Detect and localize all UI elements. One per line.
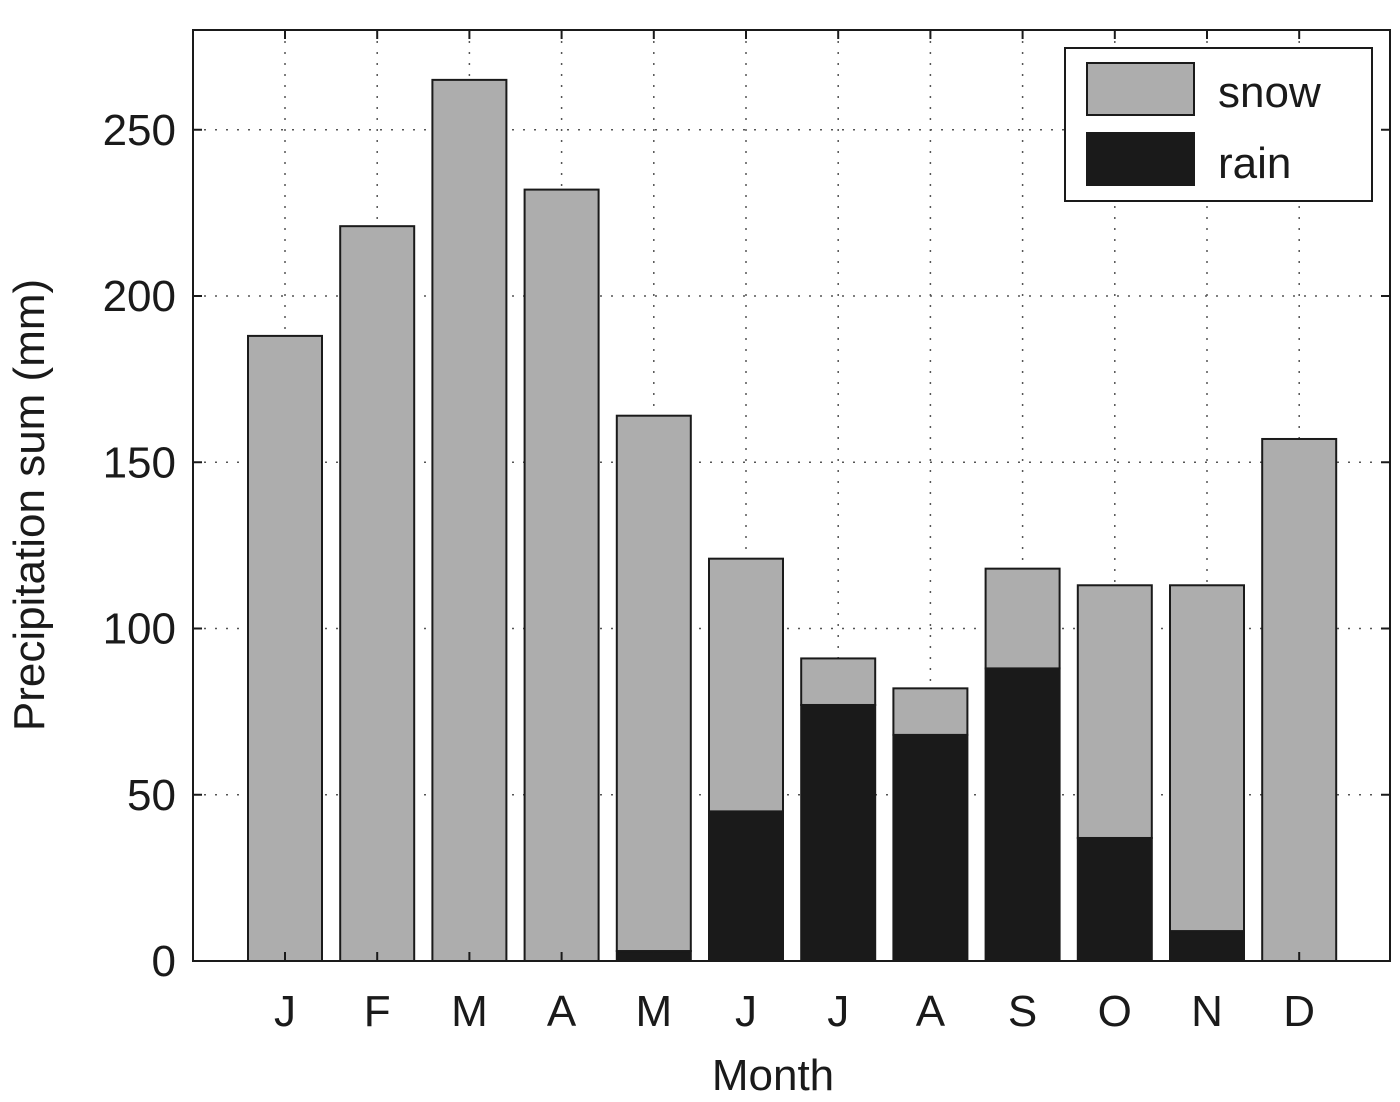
legend: snow rain — [1064, 47, 1373, 202]
bar-snow-1 — [339, 225, 416, 963]
x-tick-label: M — [635, 987, 672, 1036]
y-tick-label: 100 — [103, 605, 176, 654]
x-tick-label: S — [1008, 987, 1037, 1036]
x-tick-label: O — [1098, 987, 1132, 1036]
bar-rain-7 — [892, 733, 969, 963]
bar-snow-6 — [800, 657, 877, 706]
x-tick-label: J — [274, 987, 296, 1036]
x-tick-label: A — [547, 987, 577, 1036]
bar-snow-2 — [431, 78, 508, 962]
y-tick-label: 0 — [152, 937, 176, 986]
x-tick-label: D — [1283, 987, 1315, 1036]
x-tick-label: J — [735, 987, 757, 1036]
bars-group — [247, 78, 1338, 963]
bar-rain-6 — [800, 703, 877, 962]
bar-snow-3 — [523, 188, 600, 963]
bar-snow-4 — [615, 414, 692, 953]
x-tick-label: F — [364, 987, 391, 1036]
legend-swatch-snow — [1086, 62, 1195, 116]
bar-snow-5 — [708, 557, 784, 813]
y-axis-ticks: 0 50 100 150 200 250 — [103, 106, 1390, 986]
y-tick-label: 250 — [103, 106, 176, 155]
y-axis-label: Precipitation sum (mm) — [5, 279, 54, 731]
x-tick-label: N — [1191, 987, 1223, 1036]
legend-swatch-rain — [1086, 132, 1195, 186]
x-tick-label: J — [827, 987, 849, 1036]
y-tick-label: 50 — [127, 771, 176, 820]
plot-frame — [192, 29, 1391, 962]
x-axis-label: Month — [712, 1051, 834, 1100]
legend-label-snow: snow — [1218, 68, 1321, 117]
bar-snow-8 — [984, 567, 1061, 670]
y-tick-label: 200 — [103, 272, 176, 321]
bar-snow-10 — [1169, 584, 1245, 933]
bar-snow-11 — [1261, 437, 1338, 963]
bar-rain-5 — [708, 810, 784, 962]
x-tick-label: M — [451, 987, 488, 1036]
bar-snow-9 — [1076, 584, 1153, 839]
bar-rain-9 — [1076, 836, 1153, 962]
x-tick-label: A — [916, 987, 946, 1036]
bar-rain-8 — [984, 667, 1061, 963]
bar-snow-7 — [892, 687, 969, 736]
legend-label-rain: rain — [1218, 139, 1291, 188]
y-tick-label: 150 — [103, 438, 176, 487]
bar-snow-0 — [247, 334, 323, 962]
